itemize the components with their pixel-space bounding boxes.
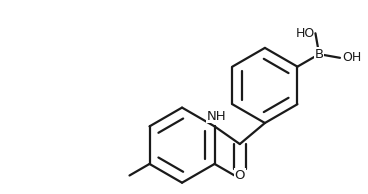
Text: HO: HO [296,27,315,40]
Text: B: B [315,48,324,61]
Text: OH: OH [342,51,361,64]
Text: O: O [234,169,245,182]
Text: NH: NH [207,110,226,123]
